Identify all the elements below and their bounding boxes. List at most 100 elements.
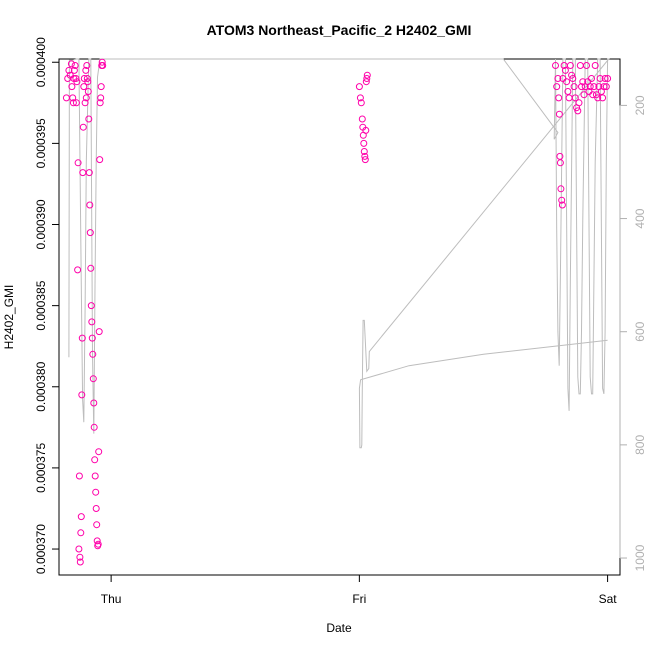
data-point-39: [87, 264, 95, 272]
data-point-18: [76, 553, 84, 561]
data-point-33: [84, 78, 92, 86]
data-point-77: [363, 71, 371, 79]
data-point-11: [72, 75, 80, 82]
data-point-58: [96, 99, 104, 107]
data-point-101: [575, 99, 583, 107]
data-point-54: [94, 540, 102, 548]
data-point-110: [586, 83, 594, 91]
data-point-95: [568, 71, 576, 79]
y-axis: 0.000370 0.000375 0.000380 0.000385 0.000390…: [34, 37, 60, 574]
data-point-76: [363, 75, 371, 82]
data-point-4: [67, 60, 75, 68]
data-point-70: [360, 139, 368, 147]
data-point-59: [97, 94, 105, 102]
data-point-26: [80, 83, 88, 91]
data-point-105: [580, 91, 588, 99]
data-point-55: [95, 448, 103, 456]
chart-title: ATOM3 Northeast_Pacific_2 H2402_GMI: [207, 22, 472, 38]
data-points: [62, 58, 612, 566]
y-tick-label-4: 0.000390: [34, 199, 48, 249]
right-axis-line-group: [68, 58, 610, 449]
data-point-31: [83, 62, 91, 69]
data-point-19: [76, 558, 84, 566]
data-point-65: [356, 94, 364, 102]
data-point-86: [558, 196, 566, 204]
y-tick-label-0: 0.000370: [34, 524, 48, 574]
data-point-23: [78, 334, 86, 342]
x-tick-label-1: Fri: [352, 592, 366, 606]
data-point-40: [87, 302, 95, 310]
data-point-114: [591, 62, 599, 69]
data-point-10: [71, 62, 79, 69]
data-point-75: [362, 78, 370, 86]
data-point-21: [77, 513, 85, 521]
data-point-124: [604, 75, 612, 82]
data-point-84: [556, 159, 564, 167]
data-point-87: [558, 201, 566, 209]
x-tick-label-2: Sat: [599, 592, 618, 606]
y-tick-label-5: 0.000395: [34, 118, 48, 168]
data-point-36: [85, 169, 93, 177]
data-point-120: [599, 94, 607, 102]
data-point-30: [82, 94, 90, 102]
data-point-32: [83, 75, 91, 82]
data-point-35: [85, 115, 93, 123]
data-point-96: [569, 75, 577, 82]
data-point-85: [557, 185, 565, 193]
data-point-107: [583, 62, 590, 69]
x-axis-label: Date: [326, 621, 352, 635]
data-point-116: [594, 94, 602, 102]
data-point-122: [601, 75, 609, 82]
data-point-47: [91, 456, 99, 464]
data-point-13: [73, 78, 81, 86]
data-point-14: [74, 266, 82, 274]
data-point-72: [361, 152, 369, 160]
data-point-17: [75, 472, 83, 480]
y-axis-label: H2402_GMI: [2, 285, 16, 350]
data-point-38: [86, 229, 94, 237]
data-point-67: [358, 115, 366, 123]
data-point-71: [360, 148, 368, 155]
data-point-121: [600, 83, 608, 91]
data-point-111: [588, 75, 595, 82]
data-point-7: [69, 99, 77, 107]
data-point-82: [555, 110, 563, 118]
data-point-118: [596, 75, 604, 82]
data-point-94: [566, 62, 574, 69]
data-point-90: [561, 66, 569, 74]
y-tick-label-2: 0.000380: [34, 361, 48, 411]
data-point-93: [565, 94, 573, 102]
data-point-29: [82, 66, 90, 74]
right-tick-label-0: 200: [633, 95, 647, 115]
y-tick-label-6: 0.000400: [34, 37, 48, 87]
data-point-79: [553, 83, 561, 91]
data-point-52: [93, 537, 101, 545]
data-point-22: [78, 391, 86, 399]
data-point-100: [574, 107, 582, 115]
altitude-line: [68, 58, 610, 449]
data-point-97: [570, 83, 578, 91]
data-point-49: [92, 488, 100, 496]
data-point-34: [84, 88, 92, 95]
y-tick-label-3: 0.000385: [34, 280, 48, 330]
data-point-74: [362, 126, 370, 134]
data-point-91: [563, 78, 571, 86]
data-point-45: [90, 399, 98, 407]
x-tick-label-0: Thu: [101, 592, 122, 606]
data-point-9: [70, 66, 78, 74]
data-point-78: [552, 62, 559, 69]
data-point-24: [79, 169, 87, 177]
data-point-12: [72, 99, 80, 107]
data-point-81: [555, 94, 563, 102]
data-point-98: [571, 94, 579, 102]
x-axis: Thu Fri Sat: [101, 574, 618, 606]
data-point-50: [92, 505, 100, 512]
data-point-80: [554, 75, 562, 82]
data-point-48: [91, 472, 99, 480]
data-point-37: [86, 201, 94, 209]
data-point-66: [357, 99, 365, 107]
data-point-92: [564, 88, 572, 95]
y-tick-label-1: 0.000375: [34, 443, 48, 493]
data-point-46: [90, 423, 98, 431]
